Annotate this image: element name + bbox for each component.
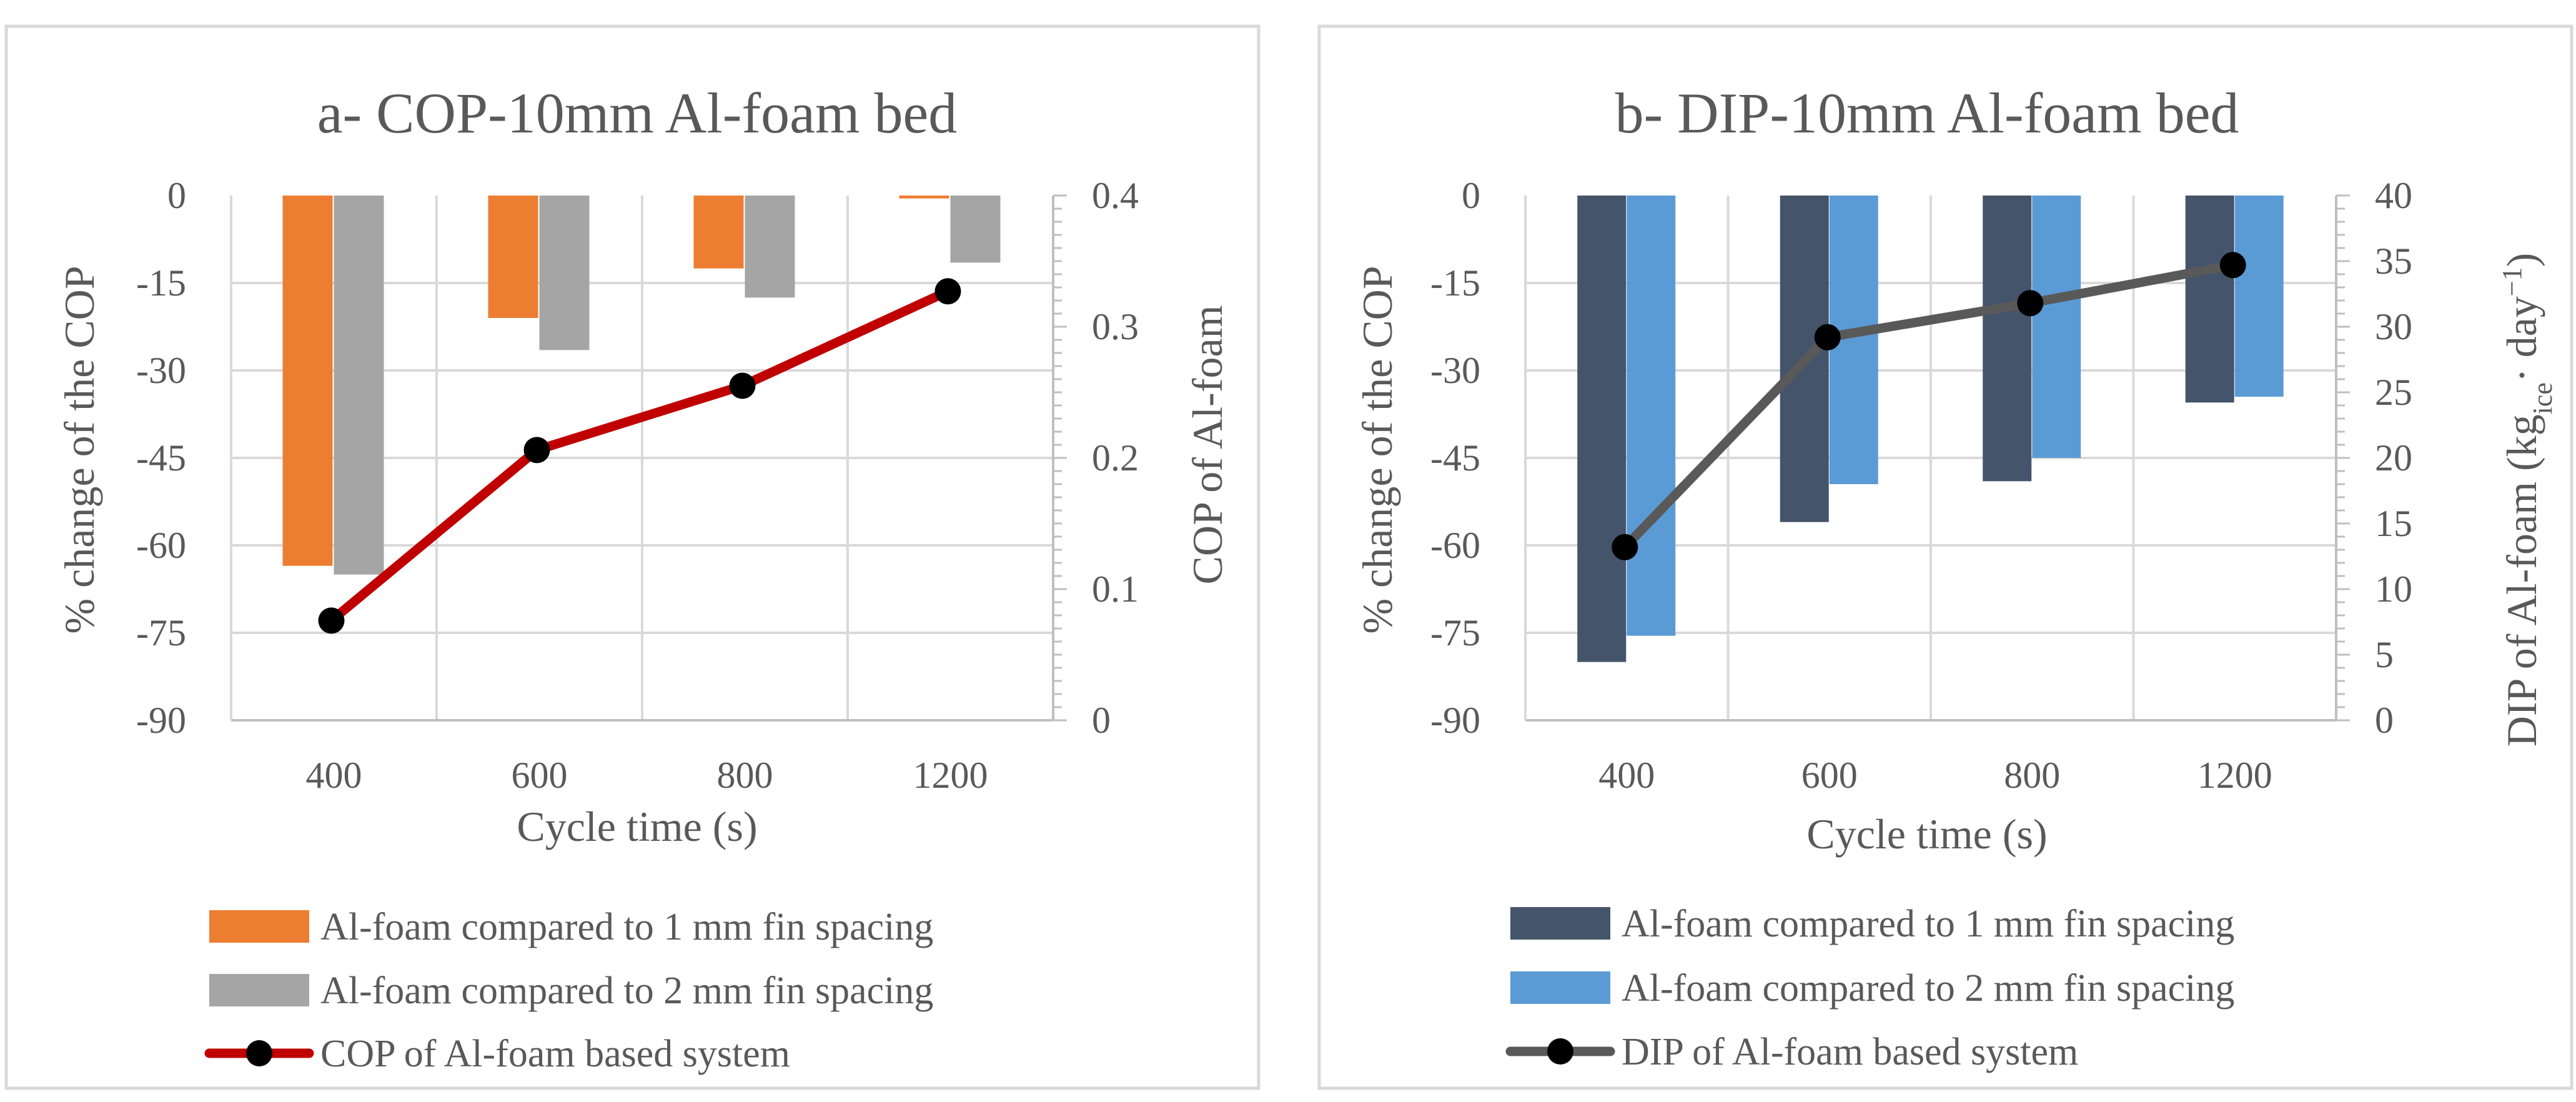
bar-400-series-1 <box>282 196 333 566</box>
chart-b-line-series <box>1612 252 2246 560</box>
right-tick-label: 0.4 <box>1092 175 1139 216</box>
legend-label-3: DIP of Al-foam based system <box>1622 1031 2078 1073</box>
right-tick-label: 35 <box>2375 241 2412 282</box>
right-tick-label: 20 <box>2375 437 2412 479</box>
line-point-400 <box>1612 534 1638 560</box>
line-point-600 <box>1814 324 1841 350</box>
chart-b-legend: Al-foam compared to 1 mm fin spacing Al-f… <box>1505 903 2234 1073</box>
x-tick-label: 400 <box>1598 755 1655 796</box>
x-tick-label: 800 <box>717 755 773 796</box>
bar-800-series-1 <box>693 196 744 269</box>
panel-a: a- COP-10mm Al-foam bed 0 -15 -30 -45 -60 -75… <box>56 81 1231 1075</box>
legend-swatch-1 <box>1510 907 1610 940</box>
x-tick-label: 1200 <box>913 755 988 796</box>
chart-a-bars <box>282 196 1001 575</box>
line-point-800 <box>2017 290 2044 317</box>
chart-b-right-ticks: 40 35 30 25 20 15 10 5 0 <box>2375 175 2412 741</box>
chart-b-left-ticks: 0 -15 -30 -45 -60 -75 -90 <box>1430 175 1480 741</box>
bar-600-series-2 <box>539 196 590 350</box>
left-tick-label: -45 <box>1430 437 1480 479</box>
bar-600-series-1 <box>488 196 538 318</box>
line-point-400 <box>318 607 345 634</box>
x-tick-label: 800 <box>2004 755 2060 796</box>
bar-1200-series-1 <box>2185 196 2234 403</box>
line-point-1200 <box>934 278 961 305</box>
bar-800-series-1 <box>1983 196 2032 482</box>
legend-label-1: Al-foam compared to 1 mm fin spacing <box>320 906 933 948</box>
chart-b-axes <box>1524 194 2350 722</box>
chart-b-ylabel: % change of the COP <box>1354 266 1401 633</box>
right-tick-label: 5 <box>2375 634 2394 675</box>
line-dip-of-al-foam-based-system <box>1620 260 2238 552</box>
left-tick-label: -60 <box>136 525 186 566</box>
legend-swatch-2 <box>209 974 309 1006</box>
chart-b-x-ticks: 400 600 800 1200 <box>1598 755 2272 796</box>
x-tick-label: 600 <box>512 755 568 796</box>
left-tick-label: -75 <box>1430 612 1480 653</box>
panel-b: b- DIP-10mm Al-foam bed 0 -15 -30 -45 -60 -75… <box>1354 81 2558 1073</box>
right-tick-label: 0.1 <box>1092 568 1139 610</box>
legend-label-2: Al-foam compared to 2 mm fin spacing <box>320 970 933 1012</box>
bar-1200-series-2 <box>950 196 1001 263</box>
legend-swatch-2 <box>1510 971 1610 1004</box>
left-tick-label: -15 <box>1430 262 1480 304</box>
chart-a-y2label: COP of Al-foam <box>1184 305 1231 584</box>
right-tick-label: 25 <box>2375 372 2412 413</box>
x-tick-label: 400 <box>306 755 362 796</box>
left-tick-label: -75 <box>136 612 186 653</box>
left-tick-label: -15 <box>136 262 186 304</box>
bar-400-series-2 <box>1627 196 1676 636</box>
chart-a-right-ticks: 0.4 0.3 0.2 0.1 0 <box>1092 175 1139 741</box>
right-tick-label: 0.2 <box>1092 437 1139 479</box>
line-cop-of-al-foam-based-system <box>327 286 953 625</box>
bar-1200-series-1 <box>899 196 949 199</box>
left-tick-label: -90 <box>1430 700 1480 741</box>
legend-marker <box>246 1040 272 1066</box>
legend-label-2: Al-foam compared to 2 mm fin spacing <box>1622 967 2234 1010</box>
chart-b-xlabel: Cycle time (s) <box>1806 810 2047 858</box>
left-tick-label: 0 <box>1462 175 1480 216</box>
right-tick-label: 15 <box>2375 503 2412 544</box>
chart-a-left-ticks: 0 -15 -30 -45 -60 -75 -90 <box>136 175 186 741</box>
chart-a-legend: Al-foam compared to 1 mm fin spacing Al-f… <box>204 906 933 1075</box>
chart-a-xlabel: Cycle time (s) <box>517 803 757 850</box>
right-tick-label: 10 <box>2375 568 2412 610</box>
bar-800-series-2 <box>745 196 795 298</box>
chart-b-title: b- DIP-10mm Al-foam bed <box>1615 81 2239 145</box>
left-tick-label: -45 <box>136 437 186 479</box>
legend-label-1: Al-foam compared to 1 mm fin spacing <box>1622 903 2234 945</box>
legend-marker <box>1547 1038 1573 1065</box>
x-tick-label: 600 <box>1801 755 1858 796</box>
right-tick-label: 0 <box>2375 700 2394 741</box>
line-point-800 <box>729 372 756 399</box>
bar-400-series-2 <box>334 196 384 575</box>
chart-a-axes <box>230 194 1067 722</box>
chart-b-y2label: DIP of Al-foam (kgice· day−1) <box>2497 253 2558 747</box>
bar-800-series-2 <box>2032 196 2081 458</box>
left-tick-label: -30 <box>136 350 186 391</box>
line-point-1200 <box>2219 252 2246 279</box>
right-tick-label: 30 <box>2375 306 2412 347</box>
left-tick-label: -90 <box>136 700 186 741</box>
left-tick-label: 0 <box>167 175 186 216</box>
chart-a-title: a- COP-10mm Al-foam bed <box>317 81 958 145</box>
right-tick-label: 0.3 <box>1092 306 1139 347</box>
x-tick-label: 1200 <box>2197 755 2272 796</box>
legend-swatch-1 <box>209 910 309 943</box>
legend-label-3: COP of Al-foam based system <box>320 1033 790 1075</box>
bar-400-series-1 <box>1577 196 1627 662</box>
chart-a-ylabel: % change of the COP <box>56 266 103 633</box>
chart-a-line-series <box>318 278 961 634</box>
right-tick-label: 40 <box>2375 175 2412 216</box>
line-point-600 <box>523 437 550 464</box>
right-tick-label: 0 <box>1092 700 1111 741</box>
left-tick-label: -30 <box>1430 350 1480 391</box>
bar-1200-series-2 <box>2234 196 2284 397</box>
left-tick-label: -60 <box>1430 525 1480 566</box>
chart-a-x-ticks: 400 600 800 1200 <box>306 755 988 796</box>
